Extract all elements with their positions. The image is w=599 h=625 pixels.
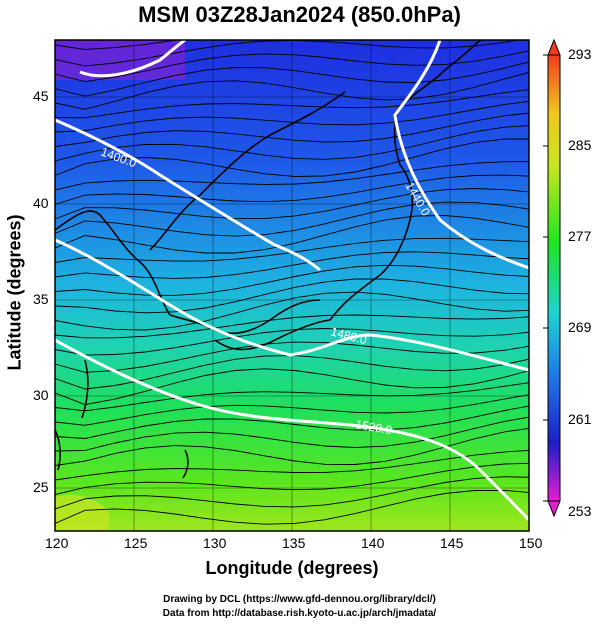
x-tick-130: 130: [203, 535, 227, 551]
height-contours: [55, 40, 529, 522]
warm-patch-southwest: [55, 495, 110, 531]
streamline: [55, 264, 529, 296]
colorbar: [547, 54, 561, 502]
x-tick-135: 135: [282, 535, 306, 551]
colorbar-bottom-arrow: [547, 500, 561, 518]
streamline: [55, 341, 529, 373]
streamline: [55, 368, 529, 406]
streamline: [55, 89, 529, 119]
colorbar-tick-277: 277: [568, 228, 592, 244]
colorbar-tick-269: 269: [568, 319, 592, 335]
streamline: [55, 416, 529, 452]
x-axis-label: Longitude (degrees): [205, 558, 379, 578]
streamline: [55, 188, 529, 220]
streamline: [55, 314, 529, 339]
x-tick-150: 150: [519, 535, 543, 551]
streamline: [55, 427, 529, 466]
streamline: [55, 394, 529, 426]
y-tick-30: 30: [33, 387, 49, 403]
credit-drawing: Drawing by DCL (https://www.gfd-dennou.o…: [163, 594, 436, 605]
streamline: [55, 405, 529, 439]
colorbar-tick-261: 261: [568, 411, 592, 427]
streamline: [55, 174, 529, 205]
x-tick-120: 120: [45, 535, 69, 551]
streamline: [55, 291, 529, 331]
colorbar-tick-293: 293: [568, 46, 592, 62]
streamline: [55, 328, 529, 356]
colorbar-ticks: [543, 54, 548, 502]
streamline: [55, 450, 529, 481]
streamline: [55, 201, 529, 237]
x-tick-125: 125: [124, 535, 148, 551]
streamline: [55, 161, 529, 191]
streamline: [55, 215, 529, 254]
streamline: [55, 251, 529, 279]
y-tick-35: 35: [33, 291, 49, 307]
streamline: [55, 61, 529, 97]
streamline: [55, 382, 529, 412]
contour-label-1520: 1520.0: [354, 417, 393, 437]
y-tick-45: 45: [33, 88, 49, 104]
streamline: [55, 278, 529, 314]
streamline: [55, 112, 529, 147]
x-tick-140: 140: [361, 535, 385, 551]
colorbar-tick-285: 285: [568, 137, 592, 153]
streamline: [55, 40, 181, 50]
plot-frame: [54, 39, 530, 532]
y-tick-25: 25: [33, 479, 49, 495]
y-tick-40: 40: [33, 195, 49, 211]
streamline: [55, 50, 529, 83]
streamline: [55, 462, 529, 495]
page-title: MSM 03Z28Jan2024 (850.0hPa): [138, 2, 461, 27]
streamline: [55, 237, 529, 263]
streamline: [55, 71, 529, 110]
coastlines: [55, 40, 481, 479]
streamline: [55, 489, 529, 525]
y-axis-label: Latitude (degrees): [4, 214, 25, 371]
streamline: [55, 476, 529, 510]
x-tick-145: 145: [440, 535, 464, 551]
credit-data: Data from http://database.rish.kyoto-u.a…: [162, 608, 437, 619]
colorbar-top-arrow: [547, 38, 561, 56]
streamline: [55, 125, 529, 162]
colorbar-tick-253: 253: [568, 503, 592, 519]
